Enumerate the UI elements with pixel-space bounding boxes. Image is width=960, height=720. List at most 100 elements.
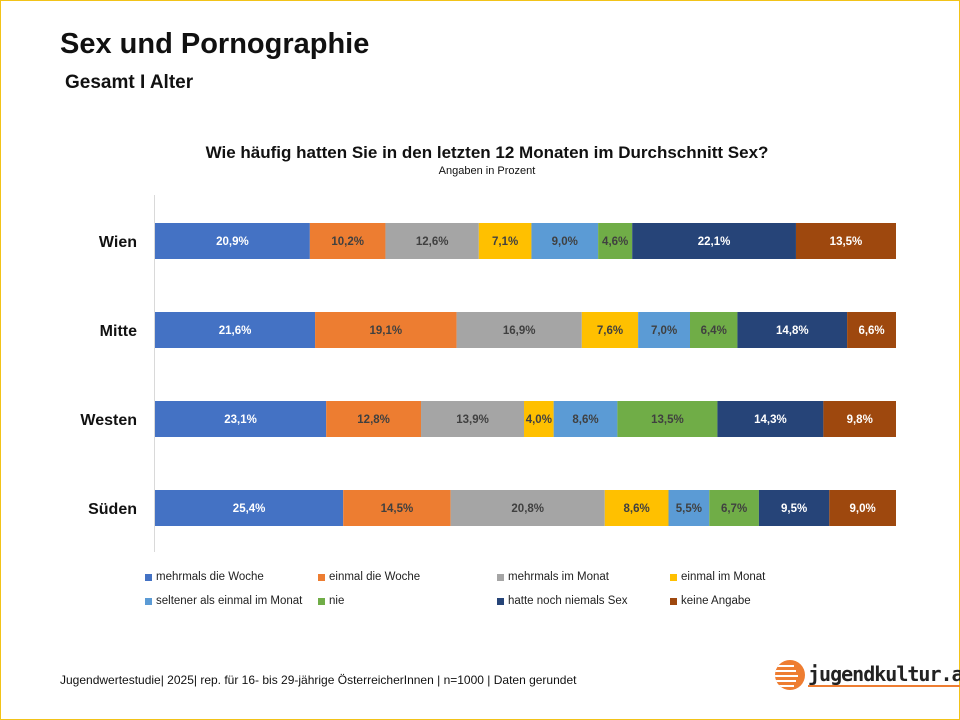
data-label: 9,8% — [847, 414, 873, 426]
bar-segment — [638, 312, 691, 348]
data-label: 9,0% — [552, 236, 578, 248]
chart-subtitle: Angaben in Prozent — [438, 165, 536, 177]
data-label: 7,6% — [597, 325, 623, 337]
bar-segment — [478, 223, 532, 259]
bar-segment — [155, 490, 344, 526]
bar-segment — [847, 312, 896, 348]
legend-label: nie — [329, 595, 345, 607]
bar-segment — [155, 312, 316, 348]
data-label: 21,6% — [219, 325, 252, 337]
bar-segment — [795, 223, 896, 259]
bar-segment — [155, 401, 327, 437]
data-label: 20,8% — [511, 503, 544, 515]
bar-segment — [531, 223, 599, 259]
bar-segment — [456, 312, 582, 348]
data-label: 23,1% — [224, 414, 257, 426]
data-label: 12,6% — [416, 236, 449, 248]
chart-title: Wie häufig hatten Sie in den letzten 12 … — [205, 143, 769, 162]
legend-label: einmal im Monat — [681, 571, 766, 583]
footer-note: Jugendwertestudie| 2025| rep. für 16- bi… — [60, 673, 577, 687]
data-label: 19,1% — [370, 325, 403, 337]
data-label: 6,7% — [721, 503, 747, 515]
bar-segment — [326, 401, 422, 437]
data-label: 6,4% — [701, 325, 727, 337]
data-label: 20,9% — [216, 236, 249, 248]
data-label: 10,2% — [331, 236, 364, 248]
category-label: Mitte — [100, 323, 137, 340]
data-label: 22,1% — [698, 236, 731, 248]
logo: jugendkultur.at — [772, 658, 960, 692]
legend-swatch — [497, 597, 504, 605]
data-label: 16,9% — [503, 325, 536, 337]
bar-segment — [690, 312, 738, 348]
legend-item: keine Angabe — [670, 595, 751, 607]
bar-segment — [829, 490, 896, 526]
data-label: 14,5% — [381, 503, 414, 515]
legend-item: einmal die Woche — [318, 571, 420, 583]
data-label: 13,9% — [456, 414, 489, 426]
data-label: 5,5% — [676, 503, 702, 515]
data-label: 4,0% — [526, 414, 552, 426]
bar-segment — [823, 401, 896, 437]
data-label: 12,8% — [357, 414, 390, 426]
logo-text: jugendkultur.at — [808, 663, 960, 687]
legend-swatch — [318, 573, 325, 581]
legend-item: einmal im Monat — [670, 571, 765, 583]
category-label: Westen — [80, 412, 137, 429]
bar-segment — [617, 401, 718, 437]
data-label: 4,6% — [602, 236, 628, 248]
bar-segment — [553, 401, 618, 437]
data-label: 13,5% — [651, 414, 684, 426]
bar-segment — [155, 223, 310, 259]
data-label: 25,4% — [233, 503, 266, 515]
bar-segment — [581, 312, 639, 348]
page-subtitle: Gesamt I Alter — [65, 72, 194, 93]
data-label: 8,6% — [572, 414, 598, 426]
data-label: 13,5% — [830, 236, 863, 248]
legend-item: mehrmals die Woche — [145, 571, 264, 583]
legend-label: hatte noch niemals Sex — [508, 595, 628, 607]
data-label: 7,1% — [492, 236, 518, 248]
data-label: 14,8% — [776, 325, 809, 337]
bar-segment — [385, 223, 479, 259]
bar-segment — [709, 490, 759, 526]
legend-item: hatte noch niemals Sex — [497, 595, 628, 607]
bar-segment — [717, 401, 824, 437]
legend-label: seltener als einmal im Monat — [156, 595, 303, 607]
data-label: 6,6% — [858, 325, 884, 337]
bar-segment — [421, 401, 525, 437]
legend-item: seltener als einmal im Monat — [145, 595, 302, 607]
bar-segment — [632, 223, 796, 259]
legend-label: keine Angabe — [681, 595, 751, 607]
bar-segment — [524, 401, 554, 437]
legend-item: mehrmals im Monat — [497, 571, 609, 583]
bar-segment — [604, 490, 669, 526]
legend-swatch — [145, 573, 152, 581]
page-title: Sex und Pornographie — [60, 28, 370, 60]
bar-segment — [737, 312, 848, 348]
legend-label: einmal die Woche — [329, 571, 421, 583]
bar-segment — [309, 223, 386, 259]
bar-segment — [668, 490, 710, 526]
bar-segment — [450, 490, 605, 526]
data-label: 9,5% — [781, 503, 807, 515]
bar-segment — [343, 490, 451, 526]
logo-sun-icon — [775, 660, 805, 690]
bar-segment — [315, 312, 457, 348]
category-label: Wien — [99, 234, 137, 251]
data-label: 7,0% — [651, 325, 677, 337]
legend-swatch — [145, 597, 152, 605]
bar-segment — [598, 223, 633, 259]
legend-swatch — [318, 597, 325, 605]
legend-swatch — [497, 573, 504, 581]
data-label: 9,0% — [850, 503, 876, 515]
legend-swatch — [670, 597, 677, 605]
data-label: 8,6% — [624, 503, 650, 515]
bar-segment — [758, 490, 830, 526]
legend-item: nie — [318, 595, 344, 607]
data-label: 14,3% — [754, 414, 787, 426]
legend-label: mehrmals im Monat — [508, 571, 609, 583]
legend-swatch — [670, 573, 677, 581]
legend-label: mehrmals die Woche — [156, 571, 264, 583]
